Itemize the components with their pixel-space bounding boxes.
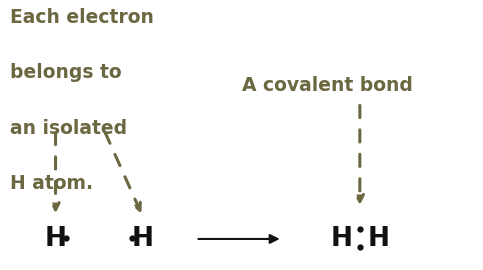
Text: H: H (330, 226, 353, 252)
Text: belongs to: belongs to (10, 63, 121, 82)
Text: H: H (131, 226, 154, 252)
Text: an isolated: an isolated (10, 119, 127, 138)
Text: H: H (44, 226, 67, 252)
Text: H atom.: H atom. (10, 174, 93, 193)
Text: Each electron: Each electron (10, 8, 154, 27)
Text: A covalent bond: A covalent bond (242, 76, 412, 94)
Text: H: H (367, 226, 389, 252)
